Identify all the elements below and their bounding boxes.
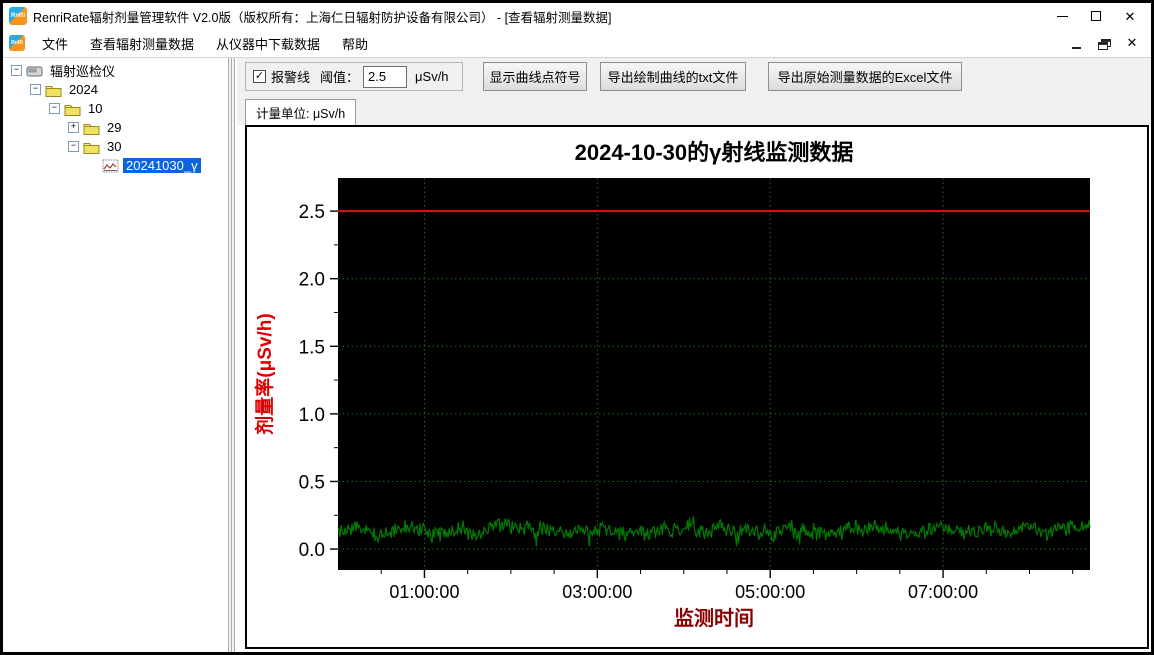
- window-title: RenriRate辐射剂量管理软件 V2.0版（版权所有：上海仁日辐射防护设备有…: [33, 10, 612, 25]
- mdi-close-icon: ✕: [1126, 35, 1138, 50]
- mdi-minimize-button[interactable]: [1067, 35, 1085, 51]
- tree-panel: − 辐射巡检仪 −2024−10 +29−30 20241030_γ: [3, 58, 226, 652]
- chart-file-icon: [102, 159, 119, 172]
- export-txt-button[interactable]: 导出绘制曲线的txt文件: [600, 62, 746, 91]
- mdi-restore-icon: [1097, 39, 1111, 50]
- alarm-line-label: 报警线: [271, 70, 311, 85]
- device-icon: [26, 66, 43, 76]
- series-gamma-dose-rate: [337, 516, 1091, 547]
- minimize-button[interactable]: [1045, 4, 1079, 28]
- checkmark-icon: ✓: [254, 70, 265, 82]
- tree-row-10: − 10: [3, 99, 226, 118]
- tree-icon-wrap: [26, 64, 43, 78]
- tree-node-2024[interactable]: 2024: [69, 82, 98, 97]
- tree-row-20241030_γ: 20241030_γ: [3, 156, 226, 175]
- tree-icon-wrap: [64, 102, 81, 116]
- alarm-line-checkbox[interactable]: ✓: [253, 70, 266, 83]
- chart-title: 2024-10-30的γ射线监测数据: [575, 140, 854, 165]
- mdi-minimize-icon: [1071, 47, 1081, 49]
- folder-icon: [83, 142, 100, 154]
- main-panel: ✓ 报警线 阈值： μSv/h 显示曲线点符号 导出绘制曲线的txt文件 导出原…: [237, 58, 1151, 652]
- export-excel-button[interactable]: 导出原始测量数据的Excel文件: [768, 62, 962, 91]
- chart-plot-area: [338, 178, 1090, 570]
- y-axis-label: 剂量率(μSv/h): [253, 313, 276, 434]
- menu-item-3[interactable]: 帮助: [342, 36, 369, 52]
- folder-icon: [45, 85, 62, 97]
- tree-icon-wrap: [83, 121, 100, 135]
- panel-splitter[interactable]: [226, 58, 237, 652]
- chart-svg: 2024-10-30的γ射线监测数据 0.0 0.5 1.0 1.5 2.0 2.5 01:0…: [253, 140, 1091, 630]
- maximize-icon: [1091, 11, 1101, 21]
- threshold-unit-label: μSv/h: [415, 69, 449, 84]
- x-tick-label: 03:00:00: [562, 582, 632, 602]
- x-tick-label: 05:00:00: [735, 582, 805, 602]
- menu-item-0[interactable]: 文件: [42, 36, 69, 52]
- x-tick-label: 01:00:00: [389, 582, 459, 602]
- y-tick-label: 1.5: [299, 337, 325, 358]
- alarm-line-group: ✓ 报警线 阈值： μSv/h: [245, 62, 463, 91]
- mdi-controls: ✕: [1067, 35, 1147, 51]
- x-tick-label: 07:00:00: [908, 582, 978, 602]
- show-curve-points-button[interactable]: 显示曲线点符号: [483, 62, 587, 91]
- tree-icon-wrap: [102, 159, 119, 173]
- y-tick-label: 1.0: [299, 405, 325, 426]
- close-icon: ✕: [1124, 8, 1136, 24]
- tree-row-辐射巡检仪: − 辐射巡检仪: [3, 61, 226, 80]
- chart-container: 2024-10-30的γ射线监测数据 0.0 0.5 1.0 1.5 2.0 2.5 01:0…: [245, 125, 1149, 649]
- x-axis-label: 监测时间: [674, 607, 754, 630]
- toolbar: ✓ 报警线 阈值： μSv/h 显示曲线点符号 导出绘制曲线的txt文件 导出原…: [237, 58, 1151, 96]
- menu-bar: RnRi 文件 查看辐射测量数据 从仪器中下载数据 帮助 ✕: [3, 29, 1151, 58]
- collapse-toggle-icon[interactable]: −: [49, 103, 60, 114]
- tree-node-辐射巡检仪[interactable]: 辐射巡检仪: [50, 64, 116, 79]
- tree-node-30[interactable]: 30: [107, 139, 122, 154]
- tree-row-29: +29: [3, 118, 226, 137]
- window-controls: ✕: [1045, 4, 1147, 28]
- tree-node-10[interactable]: 10: [88, 101, 103, 116]
- app-logo-icon: RnRi: [9, 7, 27, 25]
- menu-app-icon: RnRi: [9, 35, 25, 51]
- mdi-restore-button[interactable]: [1095, 35, 1113, 51]
- tab-row: 计量单位: μSv/h: [237, 96, 1151, 125]
- close-button[interactable]: ✕: [1113, 4, 1147, 28]
- tree-row-2024: − 2024: [3, 80, 226, 99]
- expand-toggle-icon[interactable]: +: [68, 122, 79, 133]
- y-tick-label: 0.5: [299, 472, 325, 493]
- client-area: − 辐射巡检仪 −2024−10 +29−30 20241030_γ ✓ 报警线 阈值：…: [3, 58, 1151, 652]
- threshold-label: 阈值：: [320, 70, 360, 85]
- mdi-close-button[interactable]: ✕: [1123, 35, 1141, 51]
- tree-icon-wrap: [83, 140, 100, 154]
- folder-icon: [83, 123, 100, 135]
- collapse-toggle-icon[interactable]: −: [68, 141, 79, 152]
- title-bar: RnRi RenriRate辐射剂量管理软件 V2.0版（版权所有：上海仁日辐射…: [3, 3, 1151, 29]
- tree-node-29[interactable]: 29: [107, 120, 122, 135]
- threshold-input[interactable]: [363, 65, 408, 88]
- tab-measure-unit[interactable]: 计量单位: μSv/h: [245, 99, 357, 125]
- folder-icon: [64, 104, 81, 116]
- collapse-toggle-icon[interactable]: −: [30, 84, 41, 95]
- menu-item-1[interactable]: 查看辐射测量数据: [90, 36, 195, 52]
- tree-row-30: − 30: [3, 137, 226, 156]
- tree-icon-wrap: [45, 83, 62, 97]
- menu-items: 文件 查看辐射测量数据 从仪器中下载数据 帮助: [31, 30, 379, 57]
- menu-item-2[interactable]: 从仪器中下载数据: [216, 36, 321, 52]
- minimize-icon: [1056, 15, 1068, 17]
- collapse-toggle-icon[interactable]: −: [11, 65, 22, 76]
- y-tick-label: 0.0: [299, 540, 325, 561]
- y-tick-label: 2.0: [299, 270, 325, 291]
- tree-node-20241030_γ[interactable]: 20241030_γ: [123, 158, 201, 173]
- maximize-button[interactable]: [1079, 4, 1113, 28]
- y-tick-label: 2.5: [299, 202, 325, 223]
